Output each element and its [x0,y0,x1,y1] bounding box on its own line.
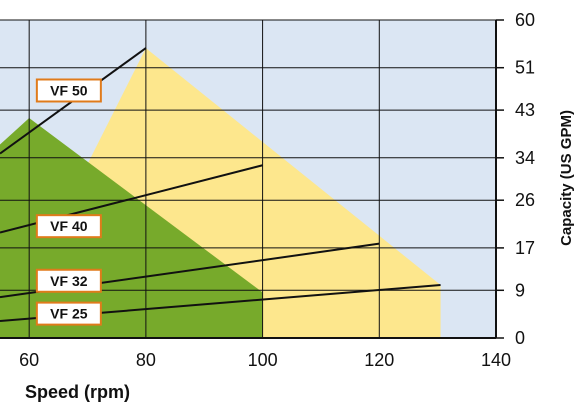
x-axis-label: Speed (rpm) [25,382,130,402]
y-tick-label: 51 [515,58,535,78]
series-label-vf-40: VF 40 [50,218,88,234]
series-label-box-vf-32 [35,268,102,293]
axes [0,19,504,339]
y-axis-label: Capacity (US GPM) [558,110,575,246]
series-label-vf-50: VF 50 [50,82,88,98]
y-tick-label: 9 [515,280,525,300]
x-tick-label: 120 [364,350,394,370]
x-tick-label: 140 [481,350,511,370]
series-label-vf-25: VF 25 [50,306,88,322]
x-tick-label: 60 [19,350,39,370]
y-tick-label: 0 [515,328,525,348]
y-tick-label: 26 [515,190,535,210]
series-label-vf-32: VF 32 [50,273,88,289]
x-tick-label: 80 [136,350,156,370]
y-tick-label: 34 [515,148,535,168]
series-label-box-vf-40 [35,214,102,239]
series-label-box-vf-50 [35,78,102,103]
x-tick-label: 100 [248,350,278,370]
y-tick-label: 17 [515,238,535,258]
series-label-box-vf-25 [35,301,102,326]
plot-area: VF 50 VF 40 VF 32 VF 25 [0,20,496,338]
y-tick-label: 43 [515,100,535,120]
y-tick-label: 60 [515,10,535,30]
